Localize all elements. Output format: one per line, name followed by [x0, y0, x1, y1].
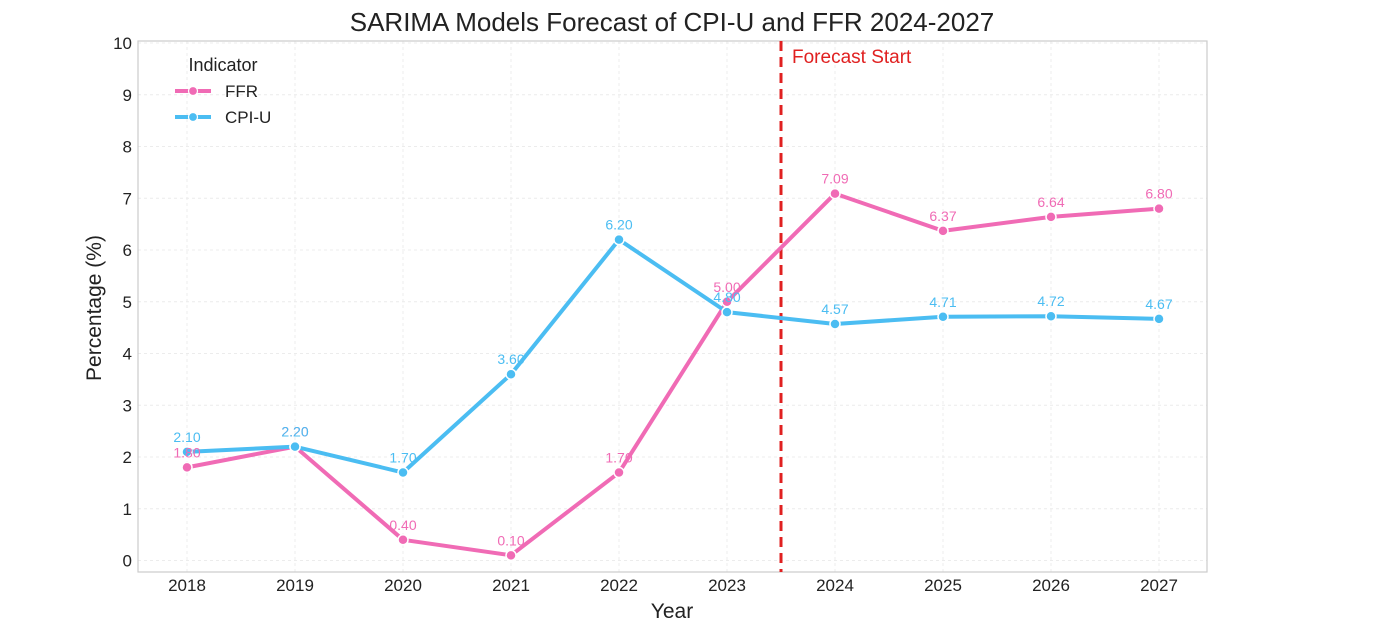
ffr-data-label: 7.09 — [821, 171, 848, 187]
cpi-u-point — [1153, 313, 1165, 325]
cpi-u-point — [721, 306, 733, 318]
cpi-u-data-label: 3.60 — [497, 351, 524, 367]
legend-marker-ffr — [187, 85, 199, 97]
cpi-u-point — [937, 311, 949, 323]
ffr-point — [181, 461, 193, 474]
y-tick-label: 9 — [123, 86, 132, 105]
y-tick-label: 6 — [123, 241, 132, 260]
cpi-u-point — [505, 368, 517, 380]
y-tick-label: 1 — [123, 500, 132, 519]
chart-title: SARIMA Models Forecast of CPI-U and FFR … — [350, 7, 995, 37]
x-tick-label: 2026 — [1032, 576, 1070, 595]
plot-background — [138, 41, 1207, 572]
x-tick-label: 2019 — [276, 576, 314, 595]
ffr-data-label: 1.70 — [605, 450, 632, 466]
y-tick-label: 4 — [123, 345, 132, 364]
cpi-u-data-label: 4.80 — [713, 289, 740, 305]
y-tick-label: 2 — [123, 448, 132, 467]
cpi-u-point — [397, 466, 409, 479]
ffr-data-label: 6.37 — [929, 208, 956, 224]
cpi-u-data-label: 4.67 — [1145, 296, 1172, 312]
ffr-line — [185, 191, 1161, 558]
cpi-u-data-label: 6.20 — [605, 217, 632, 233]
legend-label-cpi-u: CPI-U — [225, 108, 271, 127]
cpi-u-data-label: 4.72 — [1037, 293, 1064, 309]
cpi-u-data-label: 4.57 — [821, 301, 848, 317]
ffr-point — [613, 466, 625, 479]
ffr-data-label: 6.80 — [1145, 186, 1172, 202]
ffr-data-label: 6.64 — [1037, 194, 1064, 210]
ffr-data-label: 0.40 — [389, 517, 416, 533]
ffr-data-label: 5.00 — [713, 279, 740, 295]
ffr-data-label: 2.20 — [281, 424, 308, 440]
cpi-u-data-label: 1.70 — [389, 450, 416, 466]
cpi-u-point — [289, 440, 301, 453]
cpi-u-line — [185, 237, 1161, 475]
y-tick-label: 10 — [113, 34, 132, 53]
cpi-u-data-label: 4.71 — [929, 294, 956, 310]
ffr-point — [829, 187, 841, 200]
cpi-u-point — [829, 318, 841, 330]
x-axis-label: Year — [651, 600, 693, 623]
cpi-u-point — [613, 233, 625, 246]
x-tick-label: 2018 — [168, 576, 206, 595]
ffr-point — [937, 225, 949, 237]
cpi-u-data-label: 2.10 — [173, 429, 200, 445]
x-tick-label: 2020 — [384, 576, 422, 595]
plot-area: 0 1 2 3 4 5 6 7 8 9 10 2018 2019 2020 2021 2022 2023 2024… — [113, 34, 1208, 595]
x-tick-label: 2027 — [1140, 576, 1178, 595]
ffr-data-label: 0.10 — [497, 532, 524, 548]
y-tick-label: 0 — [123, 552, 132, 571]
y-axis-label: Percentage (%) — [83, 235, 106, 381]
ffr-data-label: 1.80 — [173, 444, 200, 460]
cpi-u-point — [181, 446, 193, 458]
ffr-point — [1153, 202, 1165, 215]
legend-title: Indicator — [188, 55, 257, 75]
ffr-point — [1045, 211, 1057, 223]
y-tick-label: 7 — [123, 189, 132, 208]
ffr-point — [505, 549, 517, 562]
y-tick-label: 8 — [123, 138, 132, 157]
cpi-u-data-label: 2.20 — [281, 424, 308, 440]
x-tick-label: 2024 — [816, 576, 854, 595]
plot-frame — [137, 40, 1208, 573]
legend-marker-cpi-u — [187, 111, 199, 123]
x-tick-label: 2021 — [492, 576, 530, 595]
forecast-start-label: Forecast Start — [792, 47, 912, 68]
cpi-u-point — [1045, 310, 1057, 322]
y-tick-label: 5 — [123, 293, 132, 312]
x-tick-label: 2022 — [600, 576, 638, 595]
ffr-point — [397, 534, 409, 546]
legend-label-ffr: FFR — [225, 82, 258, 101]
x-tick-label: 2025 — [924, 576, 962, 595]
x-tick-label: 2023 — [708, 576, 746, 595]
y-tick-label: 3 — [123, 396, 132, 415]
